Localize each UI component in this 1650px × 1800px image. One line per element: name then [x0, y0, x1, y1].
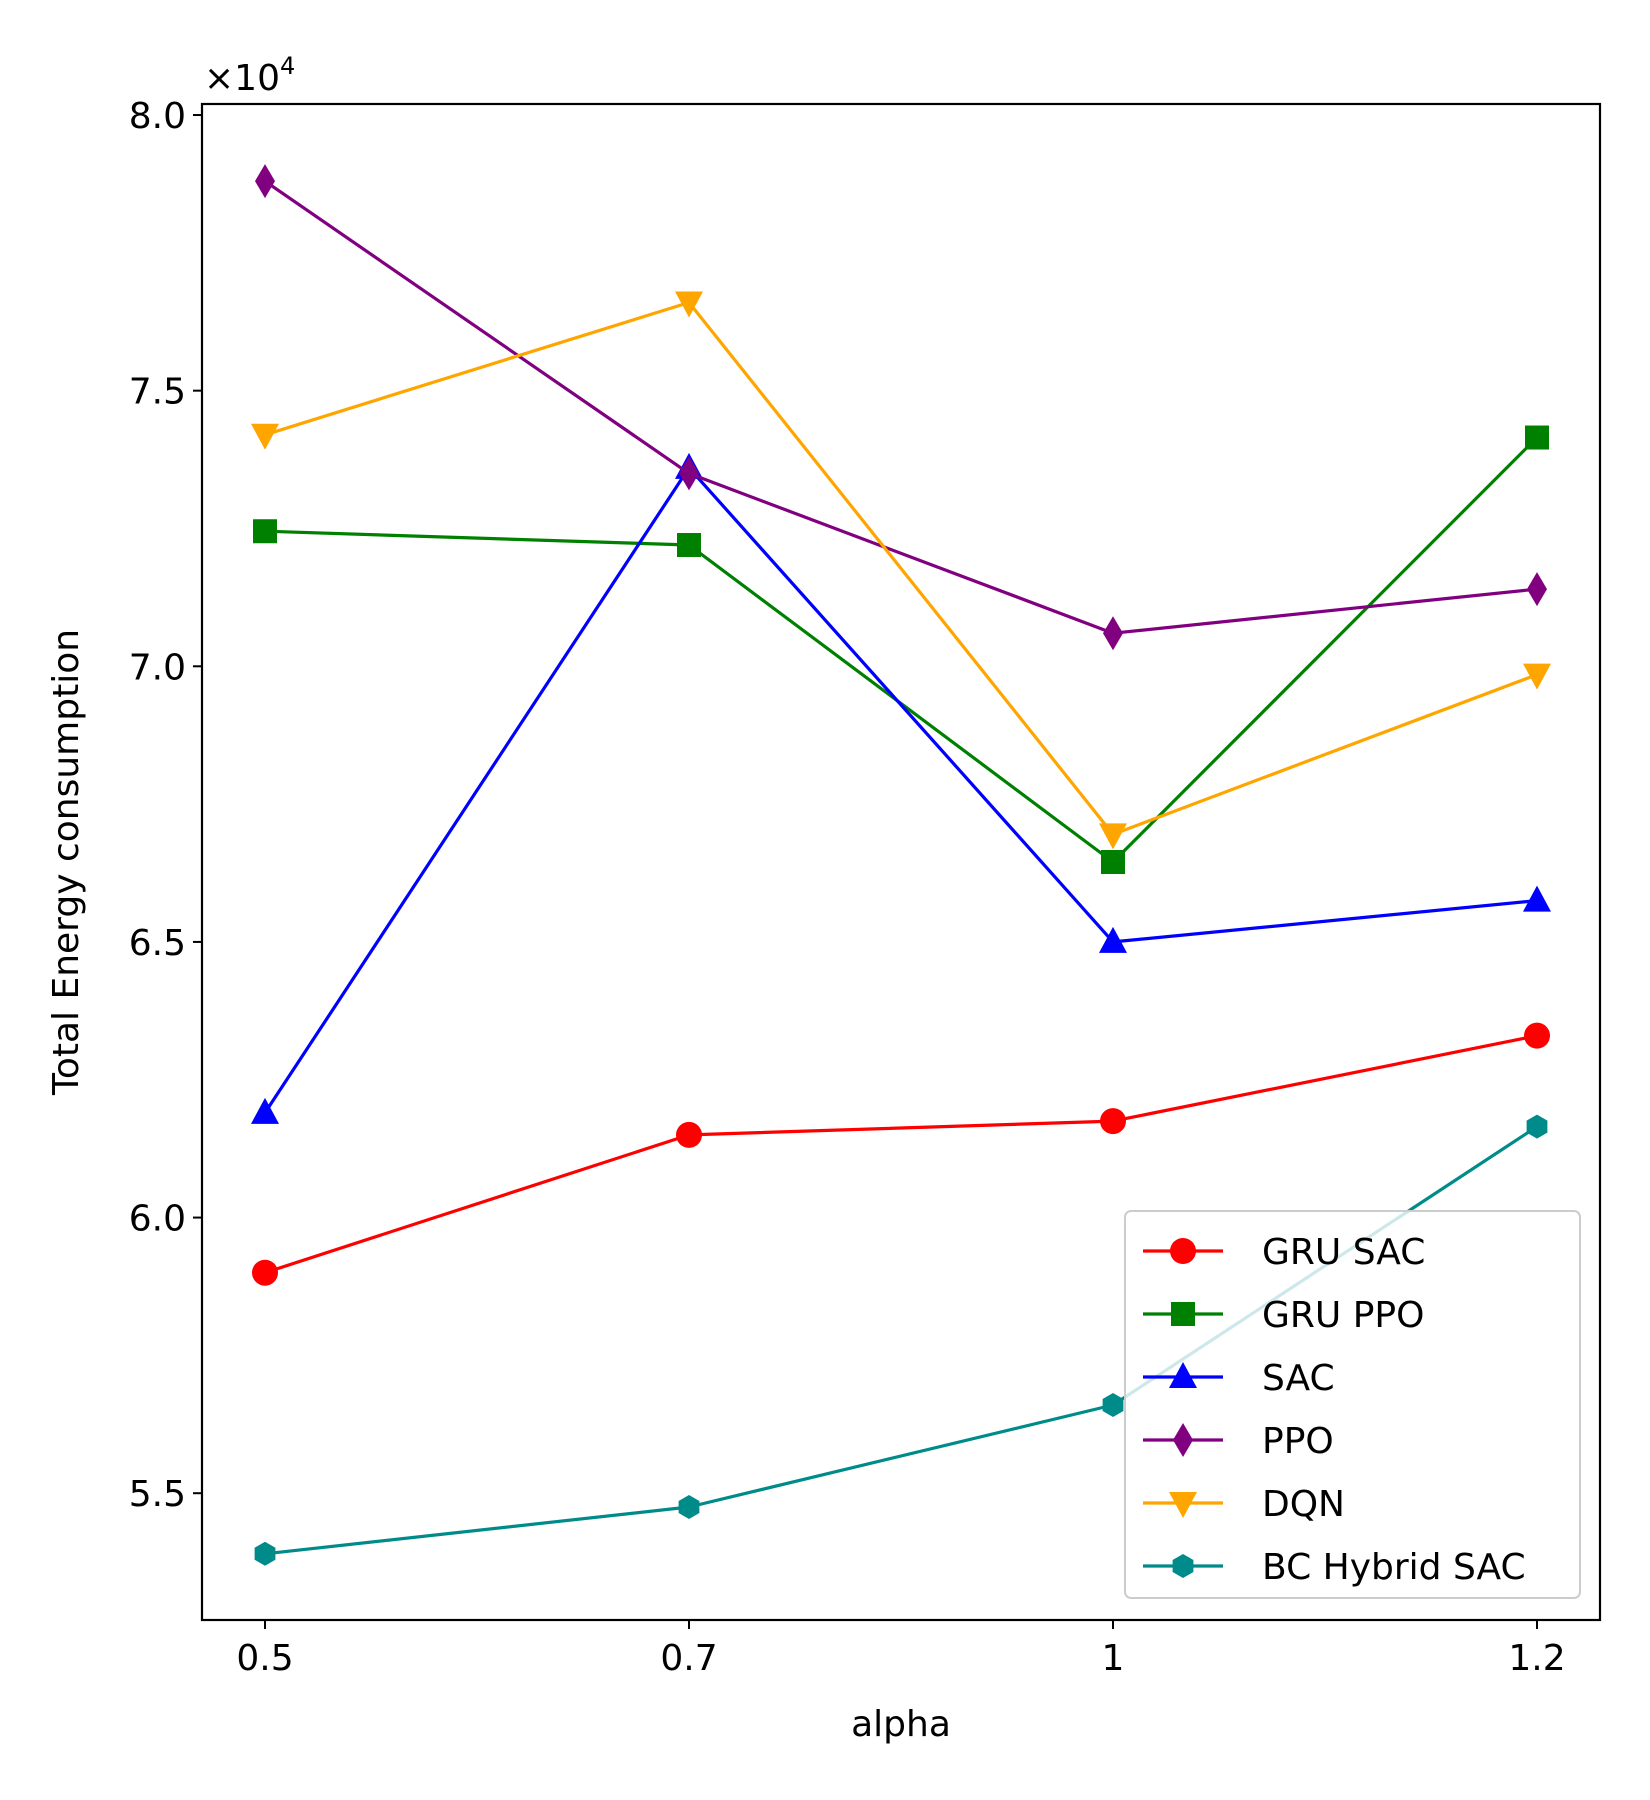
series-line-sac — [263, 466, 1538, 1114]
series-ppo — [255, 164, 1547, 651]
legend-marker-ppo — [1173, 1423, 1193, 1457]
legend-entry-sac: SAC — [1143, 1358, 1335, 1399]
x-axis-label: alpha — [851, 1704, 951, 1745]
data-point-dqn — [1099, 823, 1127, 850]
legend-label: BC Hybrid SAC — [1262, 1547, 1526, 1588]
data-point-gru-ppo — [677, 533, 701, 558]
legend-label: DQN — [1262, 1484, 1345, 1525]
data-point-gru-sac — [1100, 1108, 1126, 1135]
legend-label: GRU SAC — [1262, 1232, 1425, 1273]
data-point-gru-sac — [1524, 1022, 1550, 1049]
series-gru-ppo — [253, 425, 1549, 874]
x-tick-label: 1.2 — [1508, 1638, 1565, 1679]
data-point-ppo — [679, 456, 699, 491]
y-tick-label: 6.0 — [129, 1199, 186, 1240]
series-line-gru-sac — [264, 1034, 1538, 1275]
y-axis: 5.5 6.0 6.5 7.0 7.5 8.0 — [129, 96, 202, 1515]
plot-frame — [200, 102, 1602, 1622]
y-tick-label: 7.5 — [129, 372, 186, 413]
series-line-gru-ppo — [264, 436, 1539, 864]
data-point-ppo — [1103, 616, 1123, 651]
data-point-dqn — [1523, 663, 1551, 690]
data-point-sac — [1099, 926, 1127, 953]
legend: GRU SAC GRU PPO SAC PPO DQN BC Hybrid SAC — [1124, 1210, 1581, 1599]
series-dqn — [251, 291, 1551, 850]
y-axis-label: Total Energy consumption — [46, 629, 87, 1096]
legend-marker-dqn — [1169, 1492, 1197, 1518]
x-axis: 0.5 0.7 1 1.2 — [236, 1620, 1566, 1679]
legend-marker-sac — [1169, 1362, 1197, 1388]
legend-entry-bc-hybrid-sac: BC Hybrid SAC — [1143, 1547, 1526, 1588]
series-line-ppo — [264, 179, 1538, 635]
data-point-bc-hybrid-sac — [678, 1495, 700, 1519]
data-point-sac — [1523, 885, 1551, 912]
data-point-ppo — [255, 164, 275, 199]
legend-entry-gru-ppo: GRU PPO — [1143, 1295, 1424, 1336]
y-tick-label: 7.0 — [129, 647, 186, 688]
legend-box — [1124, 1210, 1581, 1599]
series-gru-sac — [252, 1022, 1550, 1286]
legend-marker-bc-hybrid-sac — [1172, 1554, 1194, 1578]
legend-marker-gru-sac — [1170, 1238, 1196, 1264]
data-point-gru-ppo — [1101, 850, 1125, 874]
y-tick-label: 8.0 — [129, 96, 186, 137]
y-tick-label: 6.5 — [129, 923, 186, 964]
legend-entry-gru-sac: GRU SAC — [1143, 1232, 1425, 1273]
data-point-bc-hybrid-sac — [254, 1541, 276, 1566]
legend-entry-dqn: DQN — [1143, 1484, 1345, 1525]
x-tick-label: 1 — [1102, 1638, 1125, 1679]
data-point-sac — [251, 1097, 279, 1124]
data-point-gru-sac — [676, 1121, 702, 1148]
x-tick-label: 0.7 — [660, 1638, 717, 1679]
legend-label: PPO — [1262, 1421, 1334, 1462]
data-point-dqn — [675, 291, 703, 318]
legend-label: GRU PPO — [1262, 1295, 1424, 1336]
x-tick-label: 0.5 — [236, 1638, 293, 1679]
legend-label: SAC — [1262, 1358, 1335, 1399]
legend-marker-gru-ppo — [1171, 1302, 1195, 1326]
data-point-dqn — [251, 423, 279, 450]
data-point-gru-ppo — [253, 519, 277, 544]
series-line-dqn — [264, 300, 1538, 837]
y-offset-exponent: 4 — [280, 52, 295, 80]
series-layer — [251, 164, 1551, 1566]
data-point-bc-hybrid-sac — [1102, 1393, 1124, 1417]
data-point-ppo — [1527, 572, 1547, 607]
y-tick-label: 5.5 — [129, 1474, 186, 1515]
data-point-gru-ppo — [1525, 425, 1549, 450]
data-point-bc-hybrid-sac — [1526, 1114, 1548, 1139]
legend-entry-ppo: PPO — [1143, 1421, 1334, 1462]
y-offset-label: ×104 — [204, 52, 295, 99]
data-point-gru-sac — [252, 1259, 278, 1286]
